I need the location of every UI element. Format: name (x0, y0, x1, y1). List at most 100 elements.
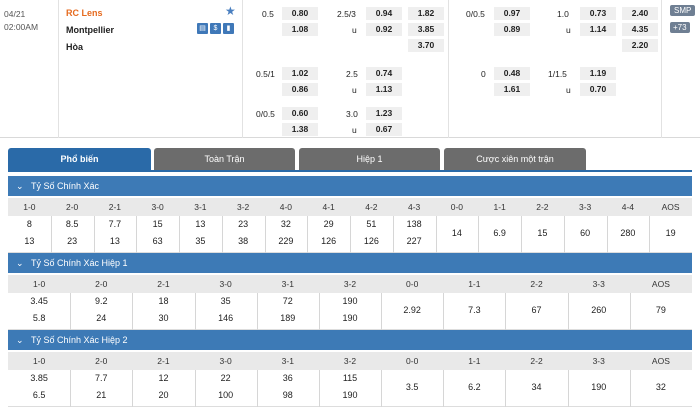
away-score-odds[interactable]: 13 (109, 236, 120, 246)
h1-over-odds[interactable]: 0.73 (580, 7, 616, 20)
h1-hdp-away-odds[interactable]: 0.89 (494, 23, 530, 36)
score-odds-cell[interactable]: 67 (505, 293, 567, 330)
home-score-odds[interactable]: 12 (158, 373, 169, 383)
score-odds-cell[interactable]: 72 189 (257, 293, 319, 330)
away-score-odds[interactable]: 100 (218, 390, 234, 400)
home-score-odds[interactable]: 7.7 (95, 373, 108, 383)
ft-ou-alt1-under[interactable]: 1.13 (366, 83, 402, 96)
score-odds-cell[interactable]: 7.3 (443, 293, 505, 330)
ft-1x2-draw[interactable]: 3.70 (408, 39, 444, 52)
score-odds[interactable]: 15 (537, 228, 548, 238)
score-odds-cell[interactable]: 35 146 (195, 293, 257, 330)
tab-cuoc-xien[interactable]: Cược xiên một trận (444, 148, 586, 170)
away-score-odds[interactable]: 190 (342, 390, 358, 400)
home-score-odds[interactable]: 9.2 (95, 296, 108, 306)
home-score-odds[interactable]: 8.5 (65, 219, 79, 229)
h1-1x2-draw[interactable]: 2.20 (622, 39, 658, 52)
score-odds[interactable]: 6.2 (468, 382, 481, 392)
away-score-odds[interactable]: 189 (280, 313, 296, 323)
score-odds-cell[interactable]: 15 (521, 216, 564, 253)
home-score-odds[interactable]: 32 (280, 219, 291, 229)
score-odds[interactable]: 19 (665, 228, 676, 238)
away-score-odds[interactable]: 146 (218, 313, 234, 323)
score-odds[interactable]: 2.92 (403, 305, 421, 315)
score-odds[interactable]: 14 (451, 228, 462, 238)
score-odds-cell[interactable]: 12 20 (132, 370, 194, 407)
score-odds[interactable]: 7.3 (468, 305, 481, 315)
score-odds-cell[interactable]: 34 (505, 370, 567, 407)
score-odds-cell[interactable]: 22 100 (195, 370, 257, 407)
away-score-odds[interactable]: 5.8 (32, 313, 46, 323)
score-odds-cell[interactable]: 190 (568, 370, 630, 407)
ft-hdp-home-odds[interactable]: 0.80 (282, 7, 318, 20)
ft-ou-alt2-under[interactable]: 0.67 (366, 123, 402, 136)
away-team[interactable]: Montpellier (66, 25, 115, 35)
away-score-odds[interactable]: 229 (278, 236, 294, 246)
score-odds[interactable]: 280 (620, 228, 636, 238)
away-score-odds[interactable]: 20 (158, 390, 169, 400)
score-odds[interactable]: 260 (591, 305, 607, 315)
score-odds-cell[interactable]: 3.5 (381, 370, 443, 407)
away-score-odds[interactable]: 13 (24, 236, 35, 246)
score-odds-cell[interactable]: 79 (630, 293, 692, 330)
away-score-odds[interactable]: 190 (342, 313, 358, 323)
score-odds[interactable]: 190 (591, 382, 607, 392)
score-odds-cell[interactable]: 2.92 (381, 293, 443, 330)
home-score-odds[interactable]: 138 (406, 219, 422, 229)
score-odds-cell[interactable]: 19 (649, 216, 692, 253)
score-odds-cell[interactable]: 15 63 (136, 216, 179, 253)
score-odds-cell[interactable]: 60 (564, 216, 607, 253)
ft-hdp-alt1-home[interactable]: 1.02 (282, 67, 318, 80)
more-markets-badge[interactable]: +73 (670, 22, 690, 33)
home-score-odds[interactable]: 3.45 (30, 296, 48, 306)
score-odds-cell[interactable]: 32 229 (265, 216, 308, 253)
score-odds-cell[interactable]: 115 190 (319, 370, 381, 407)
tab-toan-tran[interactable]: Toàn Trận (154, 148, 295, 170)
ft-hdp-alt1-away[interactable]: 0.86 (282, 83, 318, 96)
home-score-odds[interactable]: 23 (238, 219, 249, 229)
score-odds-cell[interactable]: 190 190 (319, 293, 381, 330)
home-score-odds[interactable]: 35 (220, 296, 231, 306)
home-score-odds[interactable]: 18 (158, 296, 169, 306)
score-odds-cell[interactable]: 3.85 6.5 (8, 370, 70, 407)
h1-hdp-alt1-away[interactable]: 1.61 (494, 83, 530, 96)
away-score-odds[interactable]: 23 (67, 236, 78, 246)
home-score-odds[interactable]: 13 (195, 219, 206, 229)
h1-ou-alt1-over[interactable]: 1.19 (580, 67, 616, 80)
ft-hdp-away-odds[interactable]: 1.08 (282, 23, 318, 36)
score-odds-cell[interactable]: 36 98 (257, 370, 319, 407)
score-odds[interactable]: 6.9 (493, 228, 506, 238)
score-odds-cell[interactable]: 14 (436, 216, 479, 253)
score-odds-cell[interactable]: 8 13 (8, 216, 51, 253)
score-odds[interactable]: 3.5 (405, 382, 419, 392)
score-odds-cell[interactable]: 13 35 (179, 216, 222, 253)
h1-ou-alt1-under[interactable]: 0.70 (580, 83, 616, 96)
home-score-odds[interactable]: 115 (342, 373, 358, 383)
away-score-odds[interactable]: 227 (406, 236, 422, 246)
money-icon[interactable]: $ (210, 23, 221, 34)
h1-hdp-alt1-home[interactable]: 0.48 (494, 67, 530, 80)
score-odds-cell[interactable]: 7.7 13 (94, 216, 137, 253)
away-score-odds[interactable]: 38 (238, 236, 249, 246)
away-score-odds[interactable]: 21 (96, 390, 107, 400)
home-score-odds[interactable]: 22 (220, 373, 231, 383)
home-score-odds[interactable]: 15 (152, 219, 163, 229)
favorite-star-icon[interactable]: ★ (225, 4, 236, 18)
home-score-odds[interactable]: 29 (323, 219, 334, 229)
score-odds-cell[interactable]: 29 126 (307, 216, 350, 253)
home-score-odds[interactable]: 8 (26, 219, 32, 229)
away-score-odds[interactable]: 126 (321, 236, 337, 246)
score-odds-cell[interactable]: 3.45 5.8 (8, 293, 70, 330)
away-score-odds[interactable]: 98 (282, 390, 293, 400)
home-score-odds[interactable]: 51 (366, 219, 377, 229)
score-odds-cell[interactable]: 8.5 23 (51, 216, 94, 253)
score-odds[interactable]: 67 (531, 305, 542, 315)
away-score-odds[interactable]: 35 (195, 236, 206, 246)
away-score-odds[interactable]: 24 (96, 313, 107, 323)
ft-1x2-away[interactable]: 3.85 (408, 23, 444, 36)
home-score-odds[interactable]: 3.85 (30, 373, 48, 383)
home-score-odds[interactable]: 72 (282, 296, 293, 306)
tab-pho-bien[interactable]: Phổ biến (8, 148, 151, 170)
home-score-odds[interactable]: 7.7 (108, 219, 122, 229)
score-odds-cell[interactable]: 32 (630, 370, 692, 407)
